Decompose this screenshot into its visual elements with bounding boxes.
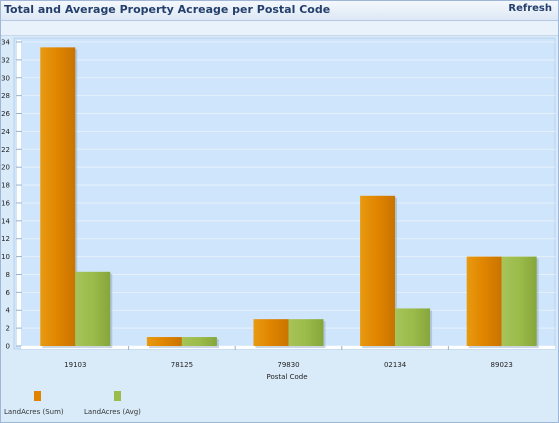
bar-sum-78125[interactable]	[146, 337, 182, 346]
bar-avg-78125[interactable]	[181, 337, 217, 346]
legend-swatch-avg	[114, 391, 121, 401]
y-tick-label: 22	[1, 146, 10, 154]
bars	[40, 47, 539, 348]
y-tick-label: 34	[1, 39, 10, 47]
y-tick-label: 4	[6, 307, 11, 315]
y-tick-label: 18	[1, 182, 10, 190]
legend-label-avg: LandAcres (Avg)	[84, 408, 141, 416]
bar-sum-89023[interactable]	[466, 256, 502, 346]
y-tick-label: 20	[1, 164, 10, 172]
y-axis-strip	[17, 40, 21, 346]
y-tick-label: 24	[1, 128, 10, 136]
legend-label-sum: LandAcres (Sum)	[4, 408, 64, 416]
bar-sum-19103[interactable]	[40, 47, 76, 346]
y-tick-label: 28	[1, 92, 10, 100]
chart-title: Total and Average Property Acreage per P…	[4, 3, 331, 16]
bar-avg-79830[interactable]	[288, 319, 324, 346]
bar-sum-79830[interactable]	[253, 319, 289, 346]
bar-sum-02134[interactable]	[360, 195, 396, 346]
toolbar-strip	[1, 21, 558, 36]
y-tick-label: 10	[1, 253, 10, 261]
refresh-link[interactable]: Refresh	[508, 3, 552, 14]
gridlines	[21, 41, 555, 347]
x-tick-label: 78125	[171, 361, 193, 369]
panel-header: Total and Average Property Acreage per P…	[1, 1, 558, 21]
y-tick-label: 26	[1, 110, 10, 118]
x-axis-title: Postal Code	[266, 373, 307, 381]
y-tick-label: 2	[6, 325, 10, 333]
y-tick-label: 14	[1, 217, 10, 225]
x-tick-label: 89023	[491, 361, 513, 369]
legend-swatch-sum	[34, 391, 41, 401]
y-tick-label: 12	[1, 235, 10, 243]
y-tick-label: 0	[6, 343, 10, 351]
x-tick-label: 02134	[384, 361, 407, 369]
legend: LandAcres (Sum) LandAcres (Avg)	[4, 391, 141, 416]
y-tick-label: 30	[1, 74, 10, 82]
y-tick-label: 8	[6, 271, 10, 279]
bar-avg-19103[interactable]	[75, 271, 111, 346]
y-tick-label: 16	[1, 199, 10, 207]
bar-avg-89023[interactable]	[501, 256, 537, 346]
y-tick-label: 6	[6, 289, 11, 297]
y-tick-label: 32	[1, 56, 10, 64]
bar-avg-02134[interactable]	[395, 308, 431, 346]
x-tick-label: 79830	[277, 361, 299, 369]
x-axis: 19103 78125 79830 02134 89023	[21, 346, 555, 369]
x-tick-label: 19103	[64, 361, 86, 369]
x-axis-baseline	[21, 346, 555, 349]
